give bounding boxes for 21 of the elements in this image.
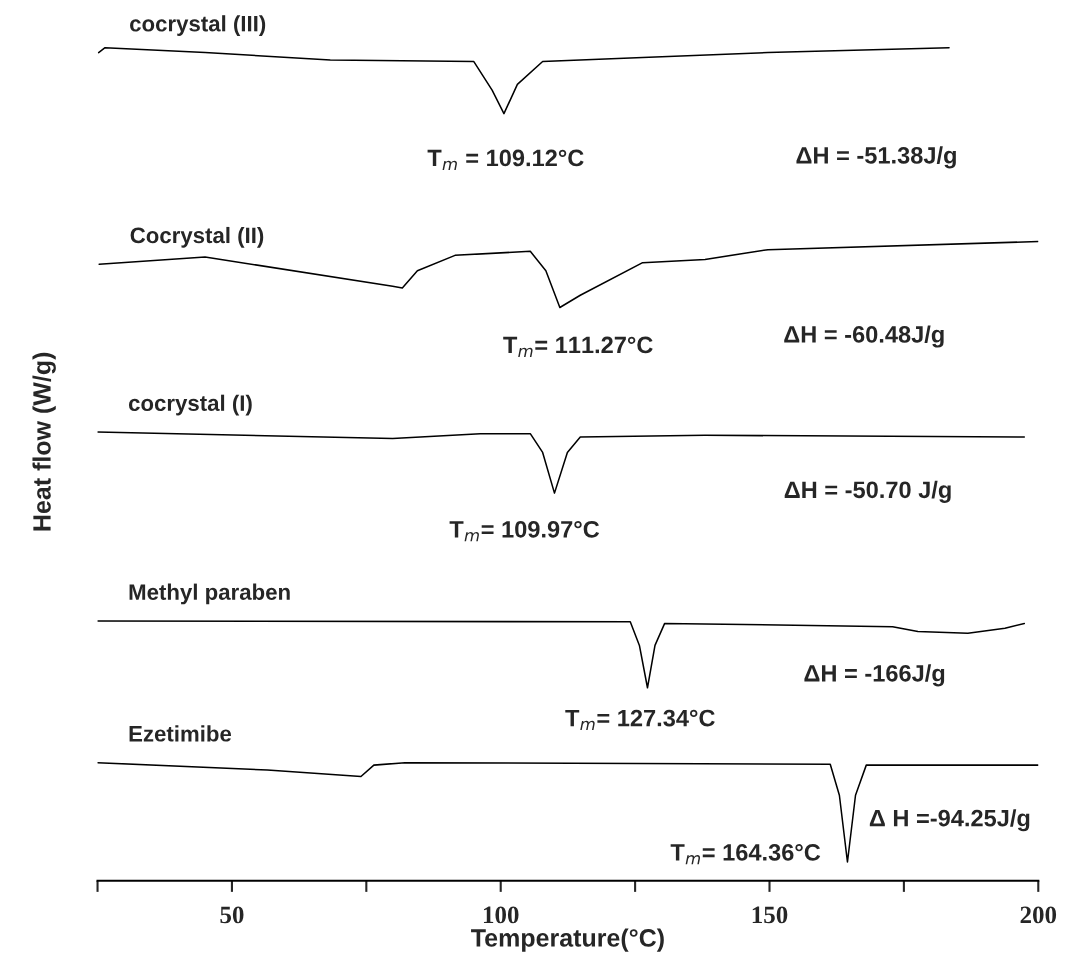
series-label: cocrystal (III) — [130, 15, 266, 36]
x-axis-title: Temperature(°C) — [471, 928, 664, 952]
annotation: T$_{m}$ = 109.12°C — [427, 149, 584, 170]
x-tick-label: 50 — [220, 906, 244, 924]
x-tick-label: 150 — [752, 906, 788, 924]
series-label: Cocrystal (II) — [130, 226, 264, 248]
annotation: T$_{m}$= 127.34°C — [565, 709, 715, 731]
annotation: ΔH = -60.48J/g — [784, 325, 944, 348]
series-label: Methyl paraben — [129, 583, 290, 605]
y-axis-title: Heat flow (W/g) — [32, 352, 56, 531]
annotation: T$_{m}$= 109.97°C — [449, 520, 600, 542]
annotation: ΔH = -50.70 J/g — [784, 480, 951, 503]
annotation: T$_{m}$= 164.36°C — [670, 844, 821, 865]
annotation: ΔH = -51.38J/g — [796, 146, 956, 169]
series-label: Ezetimibe — [129, 725, 232, 742]
x-tick-label: 200 — [1020, 906, 1057, 924]
annotation: T$_{m}$= 111.27°C — [503, 336, 653, 357]
annotation: ΔH = -166J/g — [804, 664, 945, 687]
x-tick-label: 100 — [483, 906, 519, 924]
annotation: Δ H =-94.25J/g — [869, 809, 1030, 832]
series-label: cocrystal (I) — [128, 394, 252, 416]
